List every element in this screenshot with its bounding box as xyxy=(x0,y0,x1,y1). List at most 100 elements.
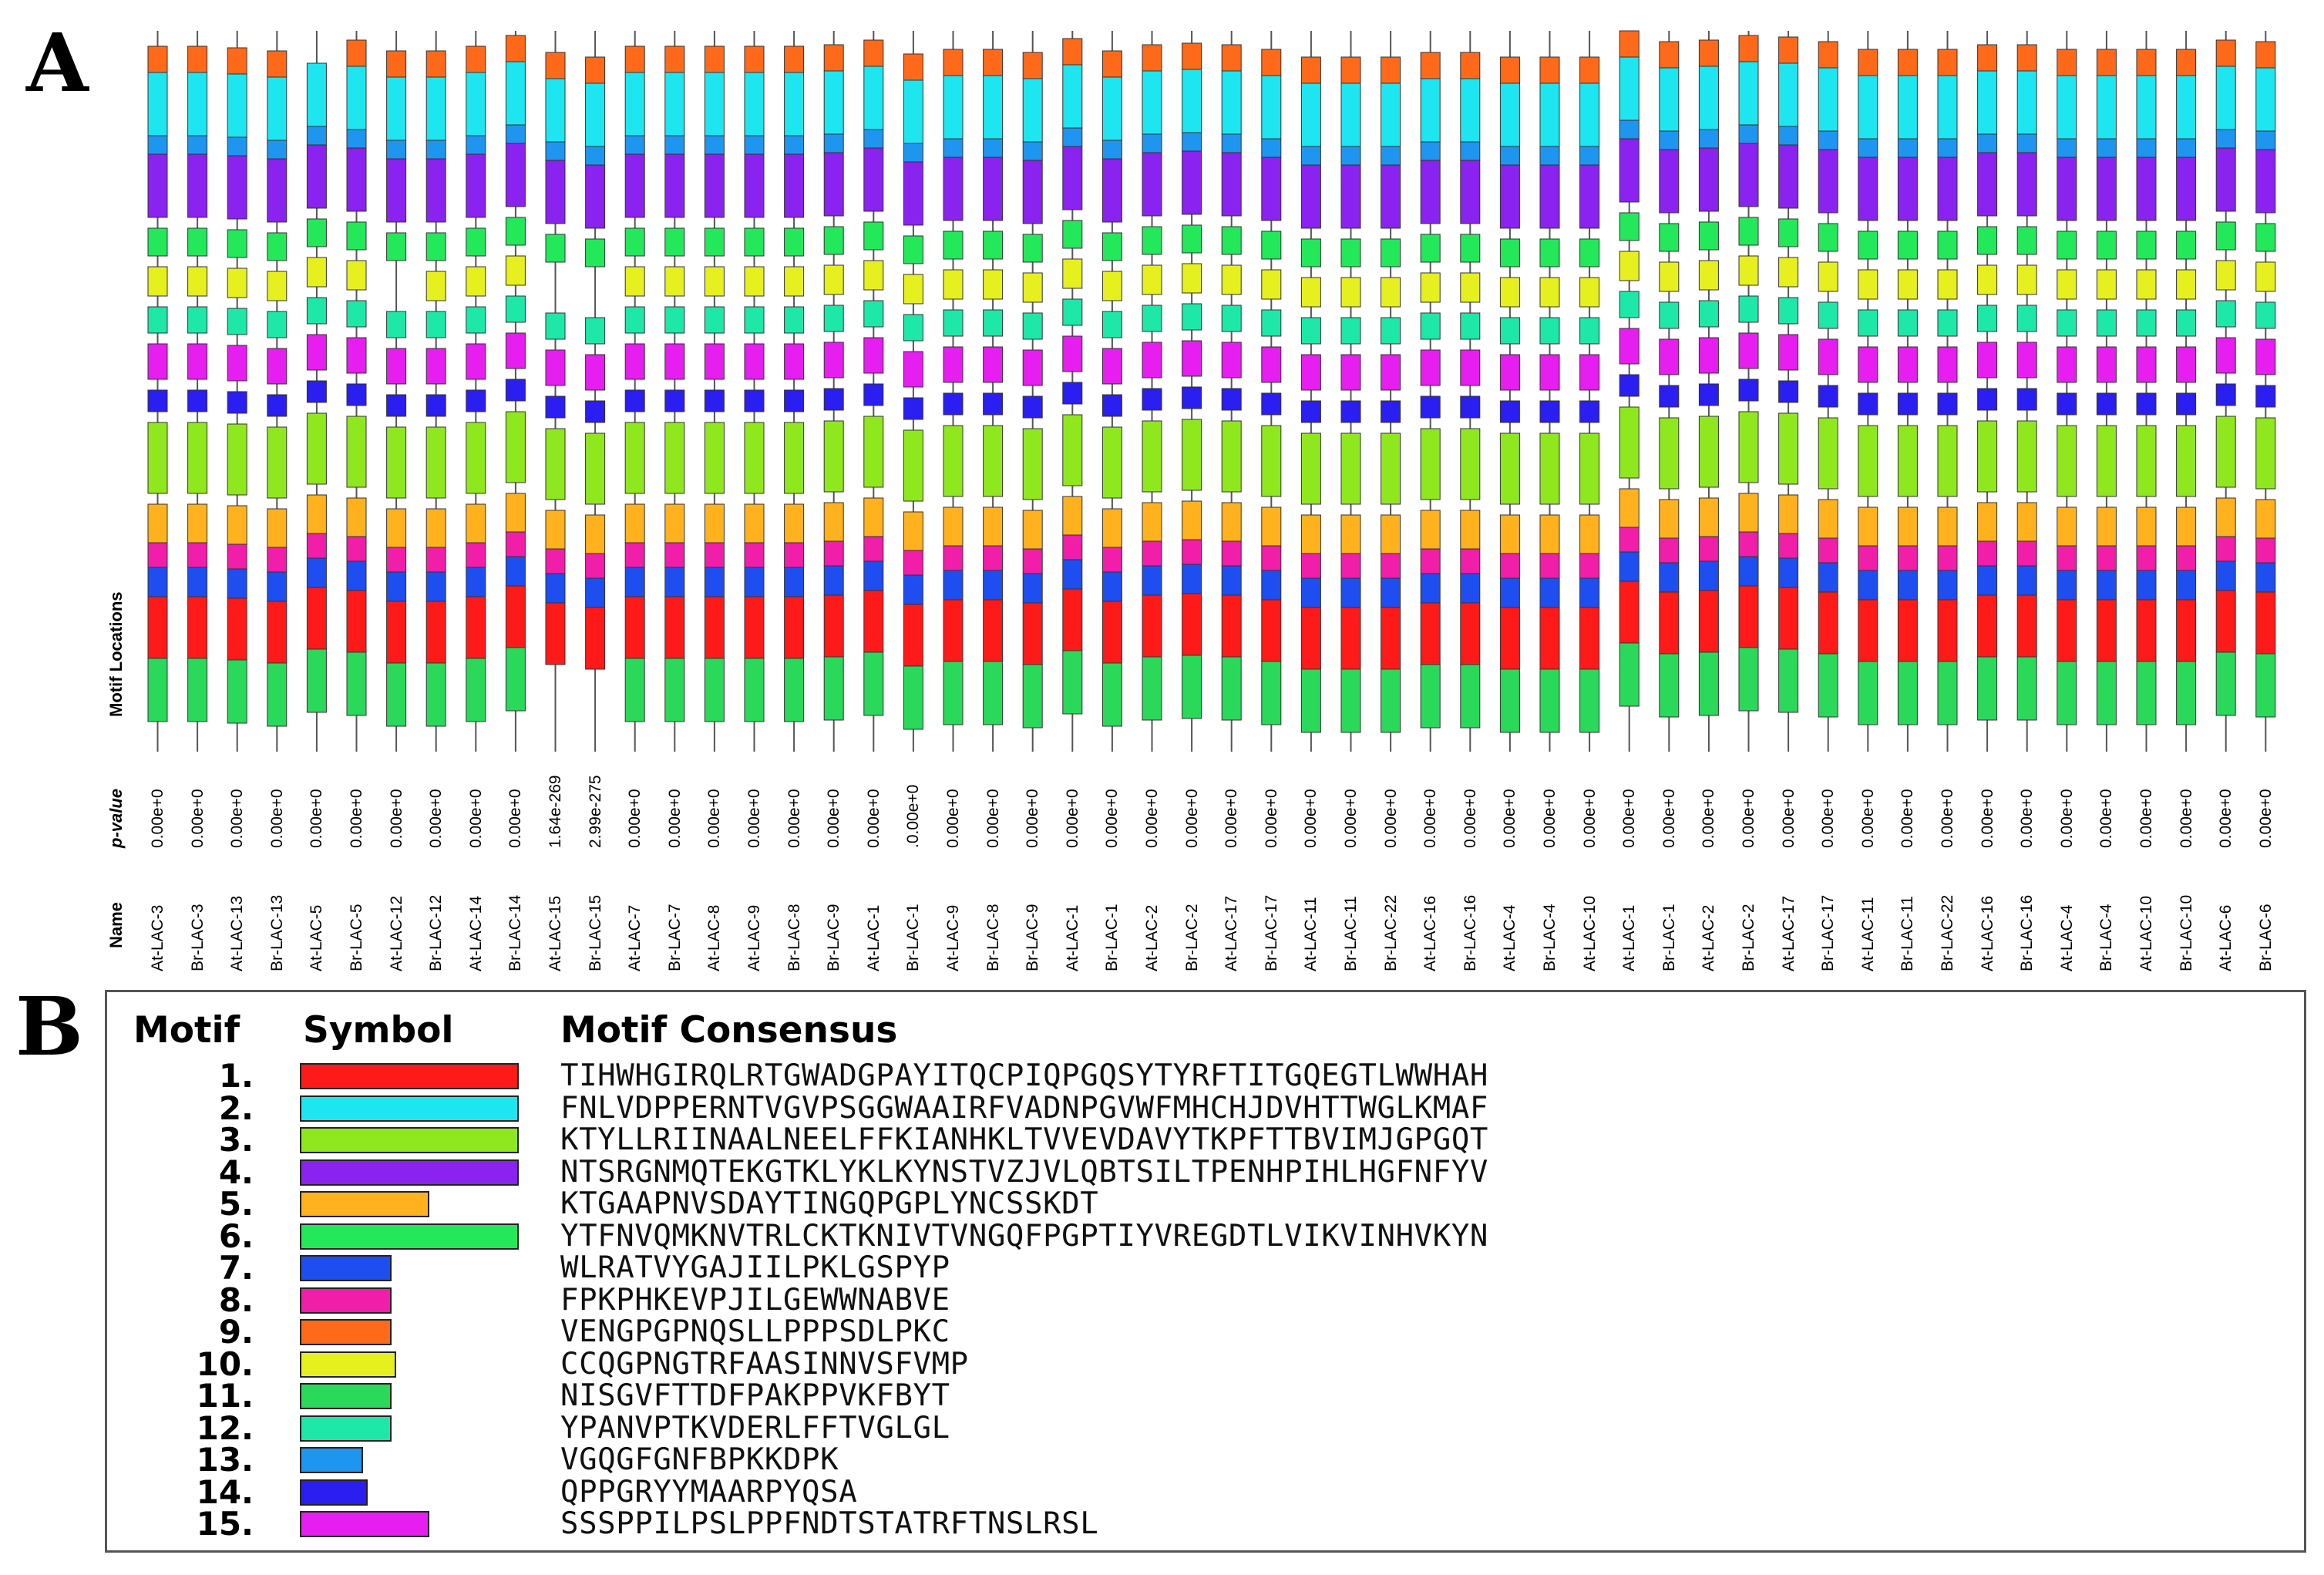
pvalue-label: 0.00e+0 xyxy=(1939,789,1956,849)
motif-1-block xyxy=(784,596,805,659)
pvalue-label: 0.00e+0 xyxy=(1779,789,1798,849)
motif-15-block xyxy=(624,343,645,380)
motif-3-block xyxy=(1579,432,1600,505)
motif-color-symbol xyxy=(300,1255,392,1281)
motif-11-block xyxy=(823,656,844,721)
motif-number: 9. xyxy=(218,1313,254,1351)
motif-4-block xyxy=(983,156,1004,221)
motif-10-block xyxy=(1182,263,1202,294)
motif-10-block xyxy=(1977,264,1998,295)
sequence-name-label: Br-LAC-9 xyxy=(825,904,843,971)
pvalue-label: 0.00e+0 xyxy=(2018,789,2036,849)
motif-14-block xyxy=(1142,388,1162,411)
motif-2-block xyxy=(267,76,288,141)
motif-5-block xyxy=(585,514,606,554)
motif-7-block xyxy=(1101,571,1122,602)
pvalue-label: 0.00e+0 xyxy=(466,789,485,849)
motif-consensus-sequence: VENGPGPNQSLLPPPSDLPKC xyxy=(560,1314,950,1349)
motif-8-block xyxy=(2136,545,2157,571)
motif-7-block xyxy=(943,570,964,601)
motif-14-block xyxy=(1698,383,1719,406)
motif-8-block xyxy=(1738,531,1759,557)
motif-2-block xyxy=(2096,75,2117,140)
motif-2-block xyxy=(823,70,844,135)
motif-1-block xyxy=(624,596,645,659)
motif-6-block xyxy=(983,231,1004,260)
pvalue-label: 0.00e+0 xyxy=(387,789,405,849)
motif-4-block xyxy=(1460,160,1481,224)
motif-3-block xyxy=(1300,432,1321,505)
motif-13-block xyxy=(1738,124,1759,144)
motif-8-block xyxy=(983,545,1004,571)
motif-3-block xyxy=(147,422,168,494)
motif-6-block xyxy=(147,227,168,257)
motif-12-block xyxy=(585,317,606,345)
motif-15-block xyxy=(1340,354,1361,391)
pvalue-label: 0.00e+0 xyxy=(1063,789,1081,849)
sequence-name-label: At-LAC-5 xyxy=(308,904,326,971)
motif-5-block xyxy=(784,503,805,544)
motif-consensus-sequence: VGQGFGNFBPKKDPK xyxy=(560,1442,839,1477)
motif-9-block xyxy=(505,35,526,62)
sequence-name-label: At-LAC-2 xyxy=(1143,904,1161,971)
motif-9-block xyxy=(624,45,645,73)
legend-row-motif-12: 12. YPANVPTKVDERLFFTVGLGL xyxy=(107,1412,2304,1445)
sequence-name-label: At-LAC-11 xyxy=(1302,897,1320,971)
motif-6-block xyxy=(1460,234,1481,263)
motif-6-block xyxy=(505,217,526,246)
motif-1-block xyxy=(1858,599,1878,662)
pvalue-row-label: p-value xyxy=(106,788,126,848)
motif-1-block xyxy=(903,604,923,667)
motif-1-block xyxy=(664,596,685,659)
motif-14-block xyxy=(1659,385,1680,408)
motif-1-block xyxy=(147,596,168,659)
motif-number: 10. xyxy=(196,1344,254,1383)
sequence-name-label: Br-LAC-3 xyxy=(188,904,207,971)
motif-7-block xyxy=(346,560,367,591)
motif-consensus-sequence: TIHWHGIRQLRTGWADGPAYITQCPIQPGQSYTYRFTITG… xyxy=(560,1058,1488,1093)
motif-4-block xyxy=(2096,156,2117,221)
motif-8-block xyxy=(943,545,964,571)
motif-6-block xyxy=(1778,218,1799,247)
motif-8-block xyxy=(1340,553,1361,579)
motif-8-block xyxy=(1977,540,1998,567)
motif-8-block xyxy=(664,542,685,568)
pvalue-label: 2.99e-275 xyxy=(586,775,604,848)
motif-10-block xyxy=(505,255,526,286)
motif-6-block xyxy=(187,227,208,257)
motif-6-block xyxy=(1937,231,1958,260)
motif-9-block xyxy=(1818,41,1838,69)
motif-5-block xyxy=(1579,514,1600,554)
motif-2-block xyxy=(2016,70,2037,135)
motif-number: 15. xyxy=(196,1505,254,1543)
motif-8-block xyxy=(2176,545,2197,571)
motif-1-block xyxy=(585,607,606,670)
motif-color-symbol xyxy=(300,1223,519,1250)
motif-8-block xyxy=(1818,537,1838,564)
motif-12-block xyxy=(1182,303,1202,331)
motif-9-block xyxy=(2016,44,2037,72)
motif-12-block xyxy=(784,306,805,334)
motif-15-block xyxy=(784,343,805,380)
motif-12-block xyxy=(1340,317,1361,345)
motif-9-block xyxy=(425,50,446,78)
motif-6-block xyxy=(744,227,765,257)
sequence-name-label: At-LAC-11 xyxy=(1858,897,1877,971)
sequence-name-label: Br-LAC-17 xyxy=(1262,894,1280,971)
motif-14-block xyxy=(147,389,168,412)
motif-11-block xyxy=(1499,668,1520,733)
motif-9-block xyxy=(545,52,566,79)
motif-9-block xyxy=(227,47,247,75)
motif-12-block xyxy=(744,306,765,334)
motif-14-block xyxy=(2136,392,2157,416)
motif-12-block xyxy=(425,311,446,338)
legend-header-motif: Motif xyxy=(133,1009,240,1052)
motif-11-block xyxy=(2016,656,2037,721)
motif-8-block xyxy=(2016,540,2037,567)
motif-14-block xyxy=(1101,394,1122,417)
motif-14-block xyxy=(585,400,606,423)
motif-9-block xyxy=(2215,39,2236,67)
motif-number: 14. xyxy=(196,1472,254,1511)
motif-9-block xyxy=(147,45,168,73)
motif-13-block xyxy=(863,129,884,149)
